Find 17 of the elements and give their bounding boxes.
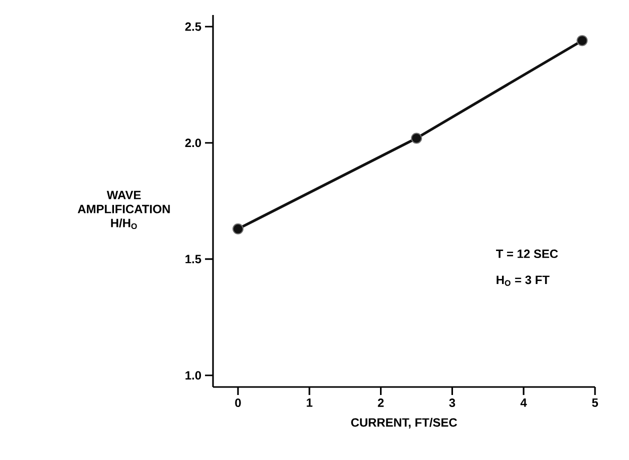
annotation: T = 12 SEC — [496, 250, 558, 258]
y-tick-label: 2.5 — [185, 22, 202, 31]
point — [411, 132, 422, 144]
y-tick-label: 1.5 — [186, 254, 202, 264]
y-tick-label: 2.0 — [185, 138, 201, 148]
x-tick-label: 0 — [235, 398, 241, 408]
annotation: H$_{O}$ = 3 FT — [496, 276, 550, 286]
x-tick-label: 5 — [592, 398, 598, 407]
point — [576, 35, 588, 46]
x-axis-title: CURRENT, FT/SEC — [351, 418, 458, 428]
x-tick-label: 4 — [520, 398, 527, 407]
point — [232, 223, 244, 234]
x-tick-label: 3 — [449, 398, 456, 408]
y-tick-label: 1.0 — [186, 371, 201, 380]
x-tick-label: 2 — [378, 398, 384, 407]
x-tick-label: 1 — [306, 398, 312, 407]
y-axis-title: WAVE AMPLIFICATION H/H$_{O}$ — [78, 190, 170, 230]
